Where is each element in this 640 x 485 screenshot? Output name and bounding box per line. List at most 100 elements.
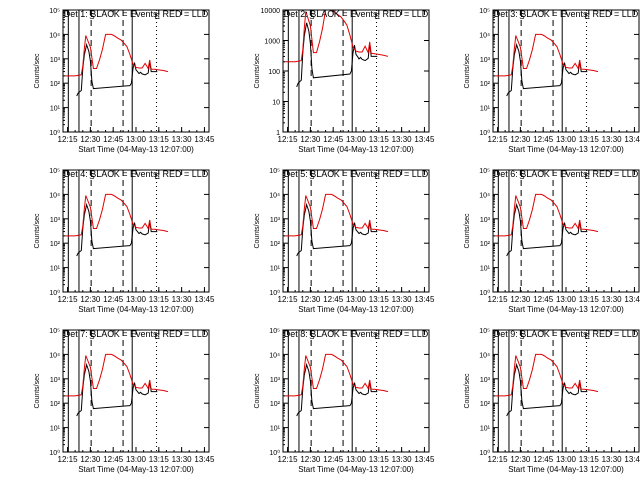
x-tick-label: 12:45 (103, 295, 124, 304)
x-tick-label: 12:45 (323, 455, 344, 464)
start-marker: S (519, 12, 524, 21)
x-tick-label: 12:15 (488, 295, 509, 304)
y-tick-label: 10¹ (270, 266, 281, 273)
panel-title: Det 2: BLACK = Events, RED = LLD (284, 9, 429, 19)
y-tick-label: 10000 (261, 8, 281, 15)
y-tick-label: 10³ (50, 57, 61, 64)
panel-title: Det 4: BLACK = Events, RED = LLD (64, 169, 209, 179)
y-tick-label: 10² (50, 241, 61, 248)
lld-series-line (64, 353, 169, 397)
y-tick-label: 10² (480, 81, 491, 88)
x-tick-label: 12:45 (323, 135, 344, 144)
y-tick-label: 10³ (480, 57, 491, 64)
events-series-line (296, 362, 378, 417)
plot-frame (62, 9, 210, 133)
x-axis-label: Start Time (04-May-13 12:07:00) (508, 465, 624, 474)
plot-frame (62, 169, 210, 293)
y-axis-label: Counts/sec (34, 373, 41, 409)
y-tick-label: 10⁰ (479, 129, 490, 137)
y-tick-label: 10² (270, 241, 281, 248)
y-tick-label: 10¹ (480, 266, 491, 273)
y-tick-label: 10⁴ (49, 32, 60, 39)
y-tick-label: 10⁰ (49, 129, 60, 137)
y-tick-label: 10⁰ (479, 289, 490, 297)
y-tick-label: 10⁵ (269, 328, 280, 335)
y-axis-label: Counts/sec (254, 53, 261, 89)
y-tick-label: 10³ (50, 377, 61, 384)
x-tick-label: 12:15 (278, 295, 299, 304)
y-tick-label: 10³ (480, 377, 491, 384)
x-tick-label: 12:45 (103, 455, 124, 464)
lld-series-line (284, 193, 389, 237)
x-tick-label: 13:00 (126, 455, 147, 464)
plot-frame (492, 329, 640, 453)
start-marker: S (309, 332, 314, 341)
x-tick-label: 13:30 (392, 135, 413, 144)
x-tick-label: 13:30 (172, 455, 193, 464)
y-tick-label: 10⁰ (49, 449, 60, 457)
y-tick-label: 10⁰ (269, 289, 280, 297)
x-tick-label: 13:45 (624, 295, 640, 304)
end-marker: E (585, 12, 590, 21)
y-tick-label: 100 (268, 69, 280, 76)
y-tick-label: 10 (272, 100, 280, 107)
x-tick-label: 13:00 (346, 135, 367, 144)
x-tick-label: 13:45 (194, 455, 215, 464)
events-series-line (76, 202, 158, 257)
panel-det-8: 12:15 12:30 12:45 13:00 13:15 13:30 13:45 10⁰ 10… (254, 328, 435, 474)
x-tick-label: 13:45 (624, 455, 640, 464)
y-tick-label: 10⁵ (479, 8, 490, 15)
y-tick-label: 10¹ (270, 426, 281, 433)
panel-det-7: 12:15 12:30 12:45 13:00 13:15 13:30 13:45 10⁰ 10… (34, 328, 215, 474)
y-axis-label: Counts/sec (34, 53, 41, 89)
end-marker: E (585, 172, 590, 181)
y-axis-label: Counts/sec (34, 213, 41, 249)
panel-title: Det 8: BLACK = Events, RED = LLD (284, 329, 429, 339)
lld-series-line (64, 33, 169, 77)
x-axis-label: Start Time (04-May-13 12:07:00) (78, 305, 194, 314)
x-tick-label: 12:15 (488, 455, 509, 464)
start-marker: S (89, 332, 94, 341)
x-tick-label: 13:15 (149, 455, 170, 464)
x-tick-label: 13:15 (149, 135, 170, 144)
x-axis-label: Start Time (04-May-13 12:07:00) (78, 465, 194, 474)
end-marker: E (155, 172, 160, 181)
x-tick-label: 13:00 (556, 135, 577, 144)
events-series-line (506, 362, 588, 417)
y-tick-label: 10⁵ (479, 328, 490, 335)
x-tick-label: 12:30 (80, 455, 101, 464)
panel-det-1: 12:15 12:30 12:45 13:00 13:15 13:30 13:45 10⁰ 10… (34, 8, 215, 154)
end-marker: E (375, 172, 380, 181)
lld-series-line (64, 193, 169, 237)
y-tick-label: 10⁵ (269, 168, 280, 175)
x-tick-label: 12:45 (533, 295, 554, 304)
panel-det-5: 12:15 12:30 12:45 13:00 13:15 13:30 13:45 10⁰ 10… (254, 168, 435, 314)
x-axis-label: Start Time (04-May-13 12:07:00) (508, 145, 624, 154)
y-tick-label: 10⁵ (49, 8, 60, 15)
panel-det-2: 12:15 12:30 12:45 13:00 13:15 13:30 13:45 1 10 10… (254, 8, 435, 154)
events-series-line (296, 22, 378, 88)
end-marker: E (375, 12, 380, 21)
panel-title: Det 3: BLACK = Events, RED = LLD (494, 9, 639, 19)
y-tick-label: 10⁵ (49, 328, 60, 335)
end-marker: E (155, 332, 160, 341)
y-tick-label: 10³ (480, 217, 491, 224)
x-axis-label: Start Time (04-May-13 12:07:00) (298, 145, 414, 154)
y-tick-label: 10³ (270, 217, 281, 224)
x-axis-label: Start Time (04-May-13 12:07:00) (78, 145, 194, 154)
plot-frame (282, 169, 430, 293)
y-axis-label: Counts/sec (464, 213, 471, 249)
y-axis-label: Counts/sec (464, 53, 471, 89)
y-tick-label: 10⁰ (269, 449, 280, 457)
y-tick-label: 10² (480, 401, 491, 408)
events-series-line (506, 202, 588, 257)
start-marker: S (519, 172, 524, 181)
x-tick-label: 13:15 (579, 135, 600, 144)
start-marker: S (519, 332, 524, 341)
x-tick-label: 13:00 (346, 455, 367, 464)
x-tick-label: 12:15 (278, 455, 299, 464)
x-tick-label: 13:45 (414, 135, 435, 144)
x-tick-label: 12:45 (103, 135, 124, 144)
